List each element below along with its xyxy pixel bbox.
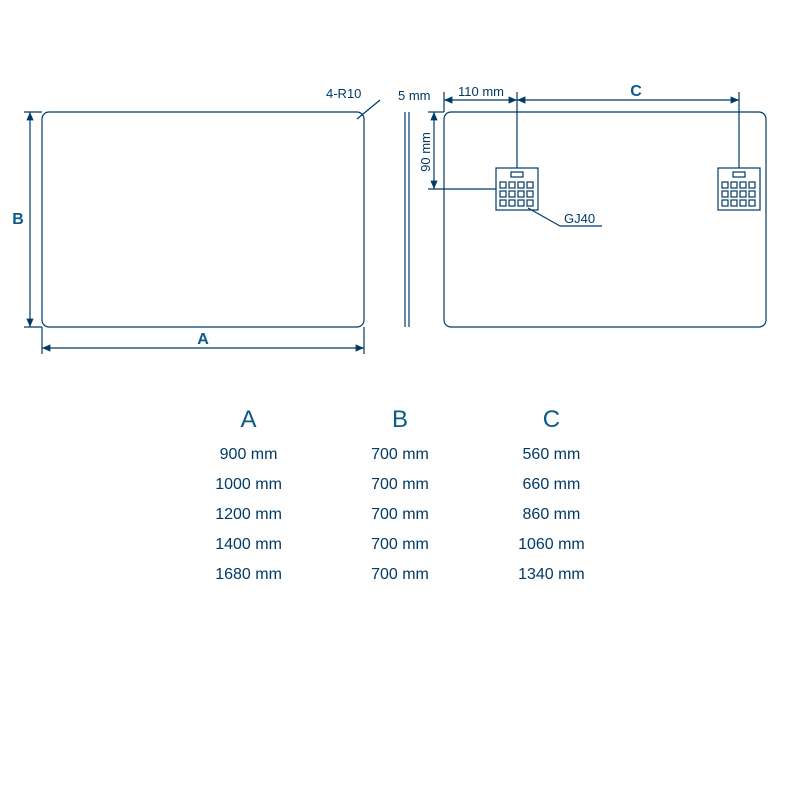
dimensions-table: A B C 900 mm 700 mm 560 mm 1000 mm 700 m… [170,400,630,590]
dim-a-label: A [197,331,209,348]
back-panel [444,112,766,327]
mount-plate-right [718,168,760,210]
table-row: 900 mm 700 mm 560 mm [170,440,630,470]
table-row: 1000 mm 700 mm 660 mm [170,470,630,500]
table-row: 1400 mm 700 mm 1060 mm [170,530,630,560]
front-panel [42,112,364,327]
offset-y-label: 90 mm [418,132,433,172]
dim-b-label: B [12,211,24,228]
col-header-b: B [327,400,473,440]
col-header-a: A [170,400,327,440]
table-row: 1200 mm 700 mm 860 mm [170,500,630,530]
col-header-c: C [473,400,630,440]
mount-plate-left [496,168,538,210]
corner-radius-label: 4-R10 [326,86,361,101]
offset-x-label: 110 mm [458,84,504,99]
thickness-label: 5 mm [398,88,431,103]
dim-c-label: C [630,83,642,100]
connector-label: GJ40 [564,211,595,226]
technical-drawing: 4-R10 B A 5 mm [0,0,800,380]
table-row: 1680 mm 700 mm 1340 mm [170,560,630,590]
